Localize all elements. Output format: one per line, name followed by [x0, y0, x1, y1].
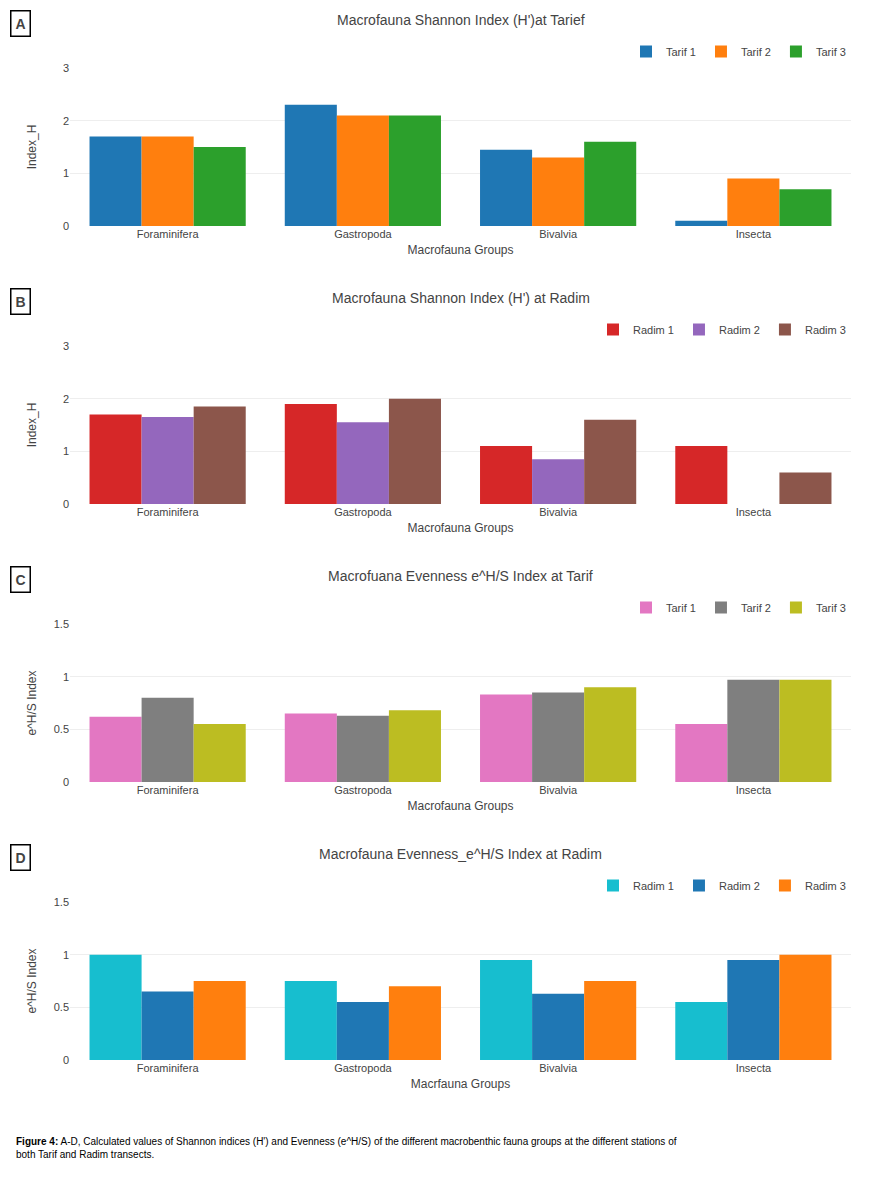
svg-text:Bivalvia: Bivalvia — [539, 784, 578, 796]
svg-text:Macrofauna Shannon Index (H'): Macrofauna Shannon Index (H') at Radim — [332, 290, 590, 306]
svg-text:Tarif 3: Tarif 3 — [816, 602, 846, 614]
svg-text:A: A — [16, 16, 26, 32]
svg-text:Bivalvia: Bivalvia — [539, 1062, 578, 1074]
svg-text:1.5: 1.5 — [54, 896, 69, 908]
svg-text:1.5: 1.5 — [54, 618, 69, 630]
svg-text:C: C — [16, 572, 26, 588]
svg-text:1: 1 — [63, 949, 69, 961]
svg-text:Insecta: Insecta — [736, 1062, 772, 1074]
svg-text:Radim 3: Radim 3 — [805, 324, 846, 336]
svg-text:Macrofuana Evenness e^H/S Inde: Macrofuana Evenness e^H/S Index at Tarif — [328, 568, 593, 584]
svg-text:Foraminifera: Foraminifera — [137, 784, 200, 796]
svg-text:1: 1 — [63, 445, 69, 457]
svg-text:Tarif 2: Tarif 2 — [741, 46, 771, 58]
svg-text:Insecta: Insecta — [736, 784, 772, 796]
svg-text:Tarif 2: Tarif 2 — [741, 602, 771, 614]
svg-text:D: D — [16, 850, 26, 866]
svg-text:Radim 2: Radim 2 — [719, 324, 760, 336]
svg-text:2: 2 — [63, 115, 69, 127]
svg-text:Bivalvia: Bivalvia — [539, 506, 578, 518]
svg-text:Foraminifera: Foraminifera — [137, 506, 200, 518]
svg-text:0.5: 0.5 — [54, 723, 69, 735]
svg-text:1: 1 — [63, 167, 69, 179]
svg-text:0.5: 0.5 — [54, 1001, 69, 1013]
svg-text:B: B — [16, 294, 26, 310]
svg-text:Macrfauna Groups: Macrfauna Groups — [411, 1077, 510, 1091]
svg-text:2: 2 — [63, 393, 69, 405]
svg-text:0: 0 — [63, 776, 69, 788]
svg-text:Gastropoda: Gastropoda — [334, 506, 392, 518]
svg-text:3: 3 — [63, 62, 69, 74]
svg-text:Radim 2: Radim 2 — [719, 880, 760, 892]
svg-text:0: 0 — [63, 498, 69, 510]
svg-text:Gastropoda: Gastropoda — [334, 1062, 392, 1074]
svg-text:Index_H: Index_H — [25, 125, 39, 170]
svg-text:Index_H: Index_H — [25, 403, 39, 448]
svg-text:Macrofauna Groups: Macrofauna Groups — [407, 243, 513, 257]
svg-text:Gastropoda: Gastropoda — [334, 228, 392, 240]
svg-text:Radim 1: Radim 1 — [633, 324, 674, 336]
svg-text:Bivalvia: Bivalvia — [539, 228, 578, 240]
svg-text:Macrofauna Evenness_e^H/S Inde: Macrofauna Evenness_e^H/S Index at Radim — [319, 846, 602, 862]
svg-text:Foraminifera: Foraminifera — [137, 1062, 200, 1074]
svg-text:Radim 1: Radim 1 — [633, 880, 674, 892]
svg-text:e^H/S Index: e^H/S Index — [25, 671, 39, 736]
svg-text:0: 0 — [63, 1054, 69, 1066]
svg-text:Macrofauna Groups: Macrofauna Groups — [407, 799, 513, 813]
svg-text:Macrofauna Shannon Index (H')a: Macrofauna Shannon Index (H')at Tarief — [337, 12, 585, 28]
svg-text:1: 1 — [63, 671, 69, 683]
svg-text:Macrofauna Groups: Macrofauna Groups — [407, 521, 513, 535]
svg-text:Insecta: Insecta — [736, 506, 772, 518]
svg-text:Radim 3: Radim 3 — [805, 880, 846, 892]
svg-text:Tarif 1: Tarif 1 — [666, 602, 696, 614]
svg-text:Figure 4: A-D, Calculated valu: Figure 4: A-D, Calculated values of Shan… — [16, 1136, 677, 1160]
svg-text:3: 3 — [63, 340, 69, 352]
svg-text:Foraminifera: Foraminifera — [137, 228, 200, 240]
svg-text:Insecta: Insecta — [736, 228, 772, 240]
svg-text:Gastropoda: Gastropoda — [334, 784, 392, 796]
svg-text:Tarif 1: Tarif 1 — [666, 46, 696, 58]
svg-text:Tarif 3: Tarif 3 — [816, 46, 846, 58]
svg-text:0: 0 — [63, 220, 69, 232]
svg-text:e^H/S Index: e^H/S Index — [25, 949, 39, 1014]
